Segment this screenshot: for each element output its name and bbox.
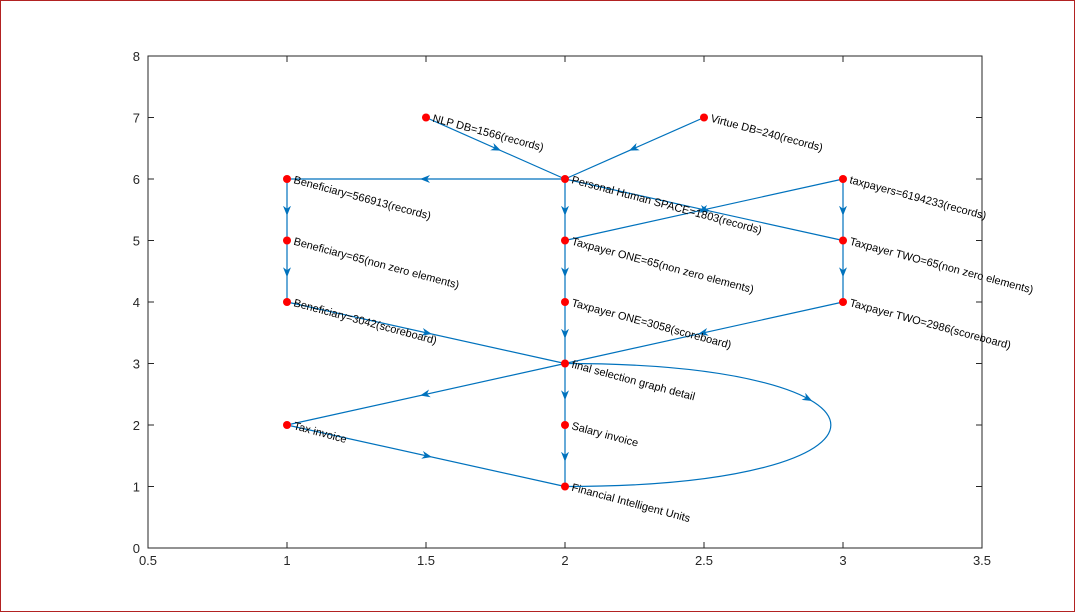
y-tick-label: 8 bbox=[133, 49, 140, 64]
node-ben1 bbox=[283, 175, 291, 183]
node-taxinv bbox=[283, 421, 291, 429]
node-tp2b bbox=[839, 298, 847, 306]
node-nlp bbox=[422, 113, 430, 122]
y-tick-label: 1 bbox=[133, 480, 140, 495]
node-phs bbox=[561, 175, 569, 183]
node-fiu bbox=[561, 482, 569, 491]
y-tick-label: 5 bbox=[133, 234, 140, 249]
x-tick-label: 3 bbox=[839, 553, 846, 568]
y-tick-label: 0 bbox=[133, 541, 140, 556]
edge-curved-final-fiu bbox=[564, 362, 832, 488]
x-tick-label: 2 bbox=[561, 553, 568, 568]
x-tick-label: 1.5 bbox=[417, 553, 435, 568]
node-salary bbox=[561, 421, 569, 429]
node-final bbox=[561, 359, 569, 368]
node-tp1a bbox=[561, 236, 569, 245]
y-tick-label: 6 bbox=[133, 172, 140, 187]
node-tax bbox=[839, 175, 847, 183]
y-tick-label: 7 bbox=[133, 111, 140, 126]
x-tick-label: 0.5 bbox=[139, 553, 157, 568]
node-ben2 bbox=[283, 236, 291, 245]
node-tp1b bbox=[561, 298, 569, 306]
x-tick-label: 3.5 bbox=[973, 553, 991, 568]
y-tick-label: 4 bbox=[133, 295, 140, 310]
node-ben3 bbox=[283, 298, 291, 306]
node-virtue bbox=[700, 113, 708, 122]
y-tick-label: 2 bbox=[133, 418, 140, 433]
x-tick-label: 2.5 bbox=[695, 553, 713, 568]
node-tp2a bbox=[839, 236, 847, 245]
y-tick-label: 3 bbox=[133, 357, 140, 372]
x-tick-label: 1 bbox=[283, 553, 290, 568]
